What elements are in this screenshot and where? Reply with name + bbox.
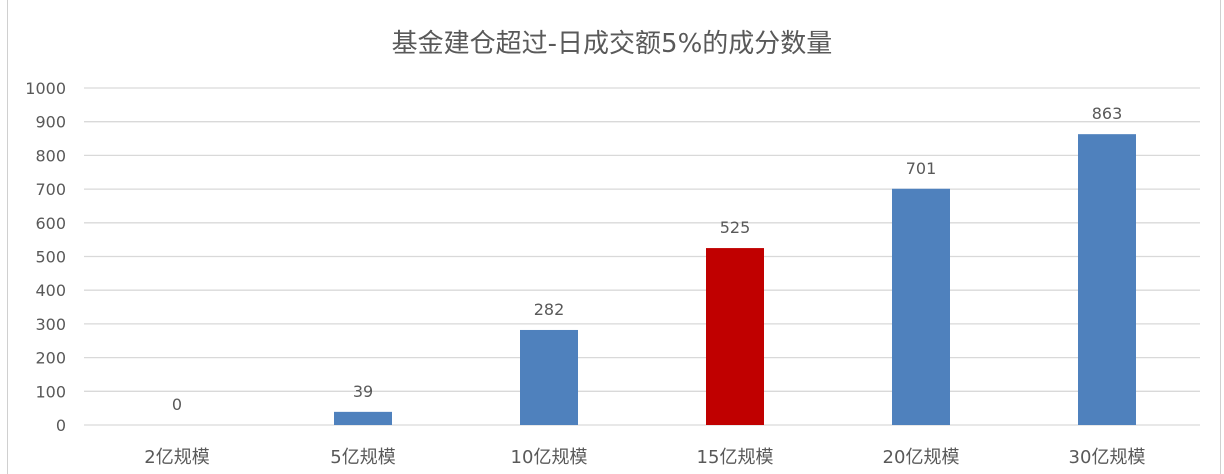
y-tick-label: 400 <box>35 281 66 300</box>
x-tick-label: 15亿规模 <box>697 447 774 468</box>
x-tick-label: 2亿规模 <box>144 447 209 468</box>
y-tick-label: 600 <box>35 214 66 233</box>
data-label: 39 <box>353 382 373 401</box>
data-label: 525 <box>720 218 751 237</box>
y-tick-label: 1000 <box>25 79 66 98</box>
y-tick-label: 500 <box>35 248 66 267</box>
y-tick-label: 900 <box>35 113 66 132</box>
y-tick-label: 300 <box>35 315 66 334</box>
x-tick-label: 30亿规模 <box>1069 447 1146 468</box>
data-label: 863 <box>1092 104 1123 123</box>
y-tick-label: 800 <box>35 146 66 165</box>
chart-title: 基金建仓超过-日成交额5%的成分数量 <box>392 29 833 59</box>
bar <box>334 411 392 425</box>
x-tick-label: 20亿规模 <box>883 447 960 468</box>
data-label: 701 <box>906 159 937 178</box>
data-label: 282 <box>534 300 565 319</box>
data-label: 0 <box>172 395 182 414</box>
y-tick-label: 200 <box>35 349 66 368</box>
bar <box>892 188 950 425</box>
bar <box>1078 134 1136 425</box>
y-tick-label: 0 <box>56 416 66 435</box>
x-tick-label: 10亿规模 <box>511 447 588 468</box>
chart-frame <box>7 0 1221 474</box>
y-tick-label: 100 <box>35 382 66 401</box>
bar <box>706 248 764 425</box>
x-tick-label: 5亿规模 <box>330 447 395 468</box>
bar <box>520 329 578 425</box>
y-tick-label: 700 <box>35 180 66 199</box>
